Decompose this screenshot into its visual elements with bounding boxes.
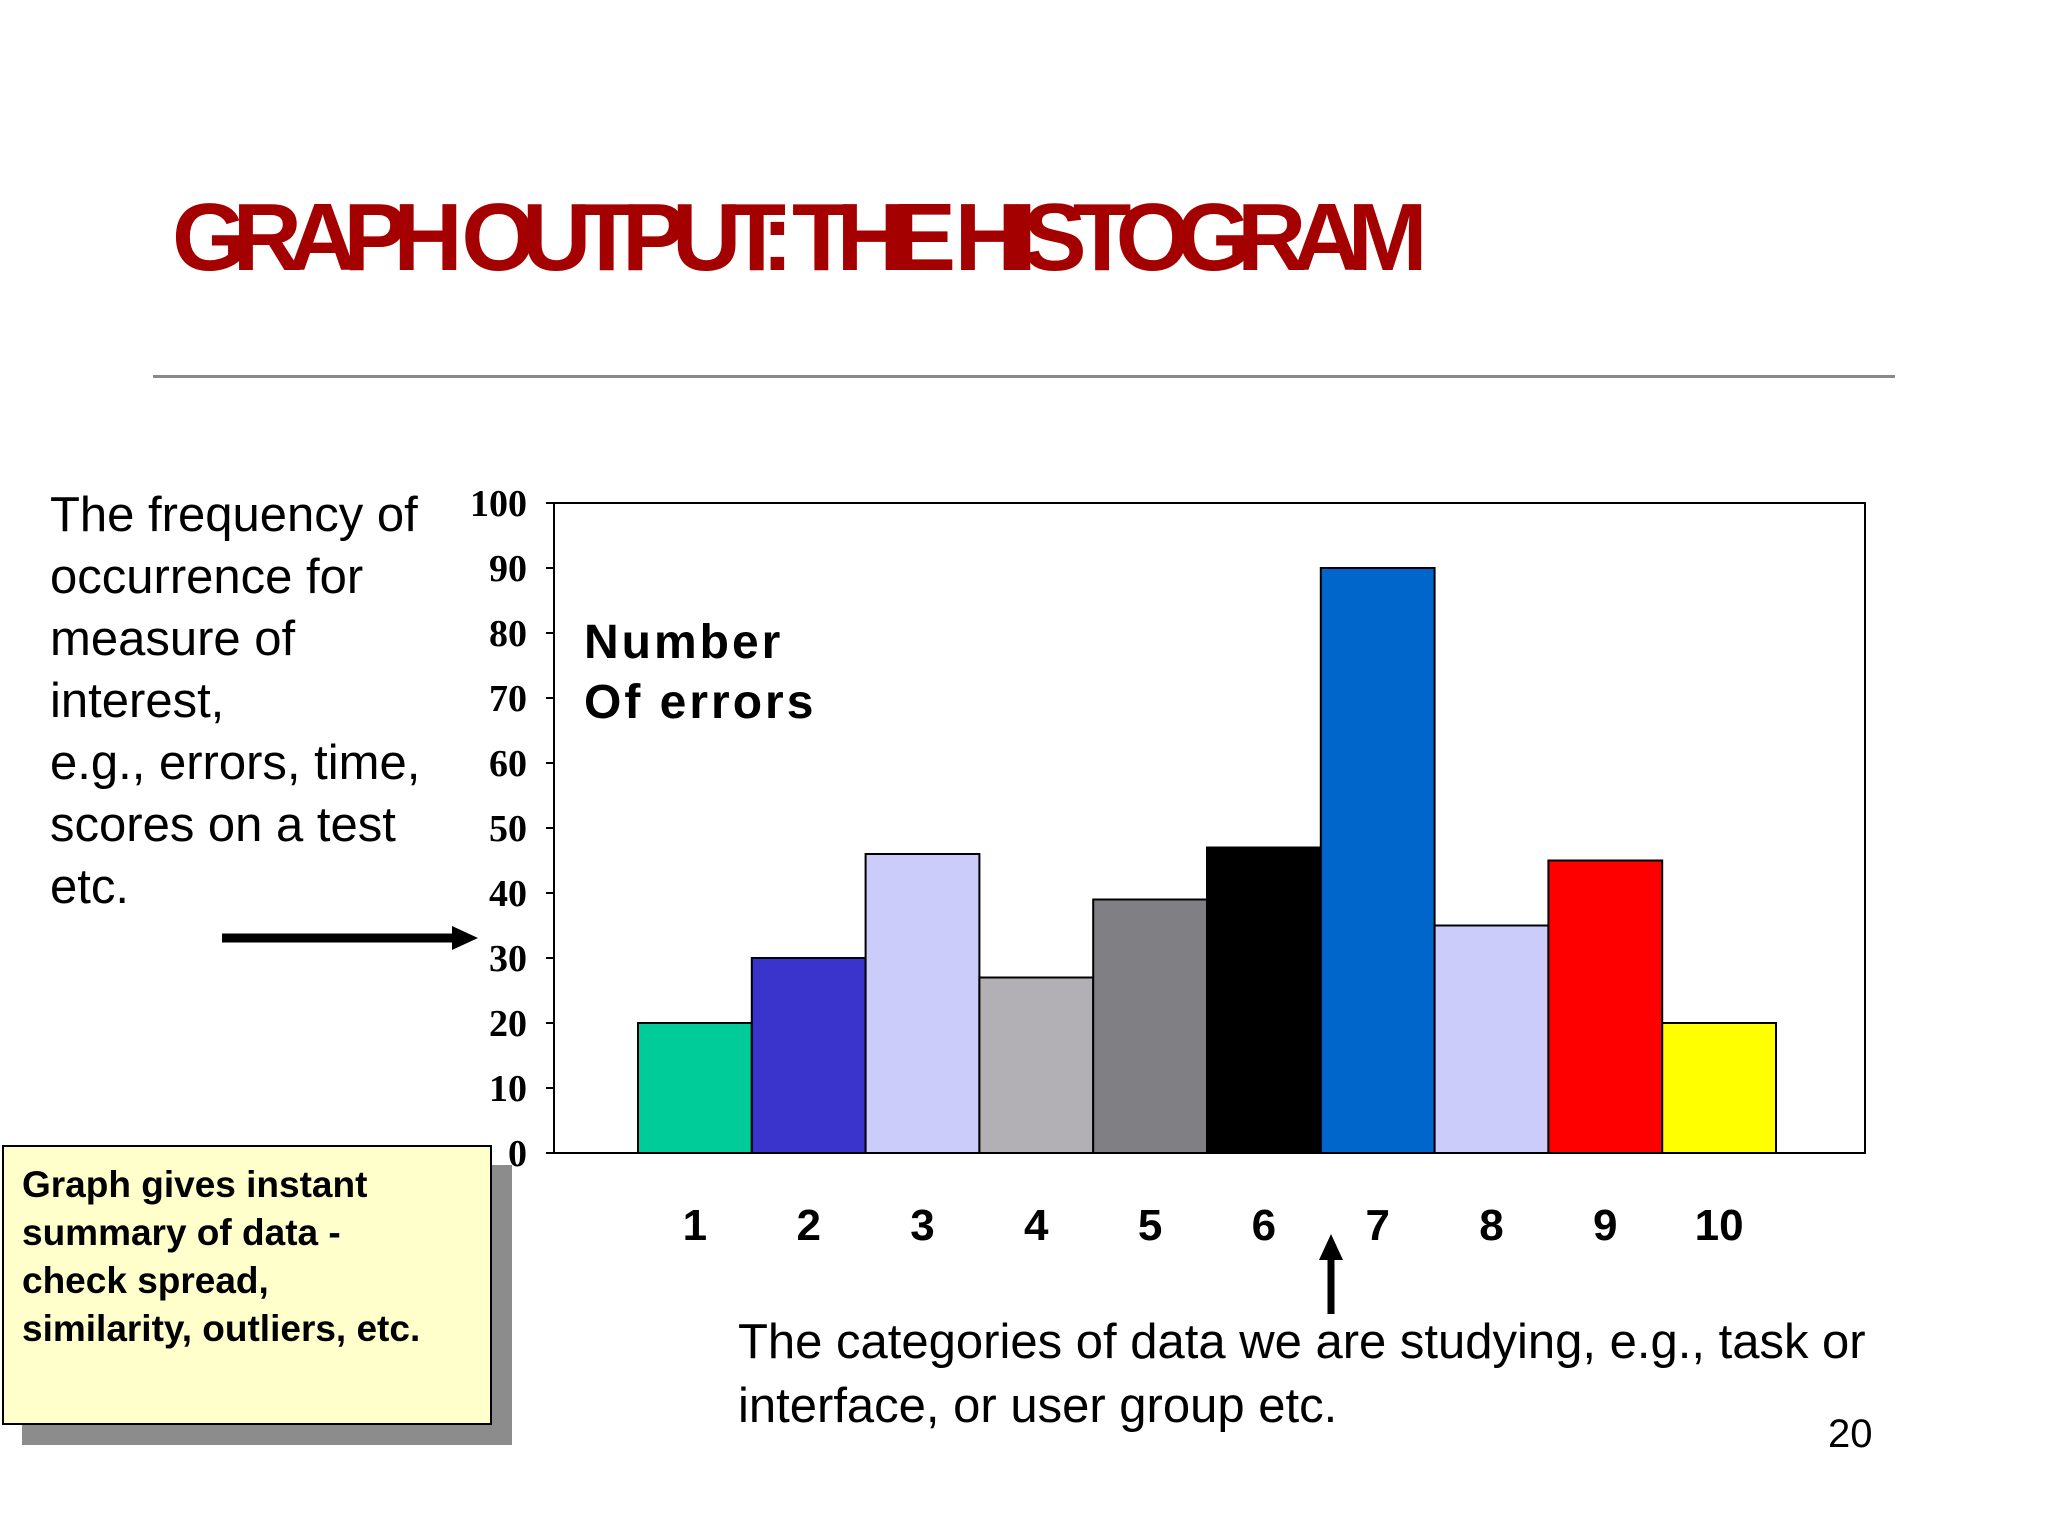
annotation-line: occurrence for bbox=[50, 550, 364, 604]
bar-3 bbox=[864, 853, 981, 1154]
y-axis-title-line-2: Of errors bbox=[584, 676, 816, 729]
x-tick-label: 8 bbox=[1479, 1201, 1503, 1250]
callout-line: similarity, outliers, etc. bbox=[22, 1308, 421, 1349]
x-tick-label: 5 bbox=[1138, 1201, 1162, 1250]
page-number: 20 bbox=[1828, 1412, 1873, 1456]
x-tick-label: 6 bbox=[1252, 1201, 1276, 1250]
y-axis: 0 10 20 30 40 50 60 70 80 90 100 bbox=[470, 483, 554, 1175]
categories-annotation: The categories of data we are studying, … bbox=[738, 1310, 1978, 1438]
x-tick-label: 4 bbox=[1024, 1201, 1049, 1250]
bar-2 bbox=[750, 957, 867, 1154]
y-axis-title-line-1: Number bbox=[584, 616, 783, 669]
annotation-line: interface, or user group etc. bbox=[738, 1379, 1338, 1433]
annotation-line: etc. bbox=[50, 860, 129, 914]
bar-4 bbox=[978, 976, 1095, 1154]
annotation-line: interest, bbox=[50, 674, 225, 728]
y-tick-label: 70 bbox=[489, 678, 527, 720]
y-tick-label: 0 bbox=[508, 1133, 527, 1175]
bar-10 bbox=[1661, 1022, 1777, 1154]
y-tick-label: 30 bbox=[489, 938, 527, 980]
summary-callout-box: Graph gives instant summary of data - ch… bbox=[2, 1145, 492, 1425]
callout-line: Graph gives instant bbox=[22, 1164, 368, 1205]
x-tick-label: 7 bbox=[1365, 1201, 1389, 1250]
bar-7 bbox=[1319, 567, 1436, 1154]
slide-title: GRAPH OUTPUT: THE HISTOGRAM bbox=[172, 192, 1428, 284]
annotation-line: The categories of data we are studying, … bbox=[738, 1315, 1866, 1369]
x-axis-labels: 1 2 3 4 5 6 7 8 9 10 bbox=[683, 1201, 1744, 1250]
bar-6 bbox=[1206, 846, 1322, 1154]
up-arrow bbox=[1319, 1234, 1343, 1314]
y-tick-label: 90 bbox=[489, 548, 527, 590]
y-tick-label: 100 bbox=[470, 483, 527, 525]
annotation-line: The frequency of bbox=[50, 488, 418, 542]
annotation-line: scores on a test bbox=[50, 798, 396, 852]
bar-1 bbox=[637, 1022, 753, 1154]
annotation-line: measure of bbox=[50, 612, 296, 666]
right-arrow bbox=[222, 926, 478, 950]
annotation-line: e.g., errors, time, bbox=[50, 736, 421, 790]
x-tick-label: 9 bbox=[1593, 1201, 1617, 1250]
x-tick-label: 2 bbox=[796, 1201, 820, 1250]
y-tick-label: 60 bbox=[489, 743, 527, 785]
y-tick-label: 10 bbox=[489, 1068, 527, 1110]
x-tick-label: 1 bbox=[683, 1201, 707, 1250]
title-divider bbox=[153, 375, 1895, 378]
x-tick-label: 10 bbox=[1695, 1201, 1744, 1250]
y-tick-label: 50 bbox=[489, 808, 527, 850]
frequency-annotation: The frequency of occurrence for measure … bbox=[50, 484, 470, 918]
callout-line: check spread, bbox=[22, 1260, 269, 1301]
bar-8 bbox=[1433, 924, 1550, 1154]
bars-layer bbox=[637, 567, 1777, 1154]
y-tick-label: 40 bbox=[489, 873, 527, 915]
y-tick-label: 20 bbox=[489, 1003, 527, 1045]
y-tick-label: 80 bbox=[489, 613, 527, 655]
x-tick-label: 3 bbox=[910, 1201, 934, 1250]
bar-5 bbox=[1092, 898, 1208, 1154]
bar-9 bbox=[1547, 859, 1664, 1154]
callout-line: summary of data - bbox=[22, 1212, 341, 1253]
